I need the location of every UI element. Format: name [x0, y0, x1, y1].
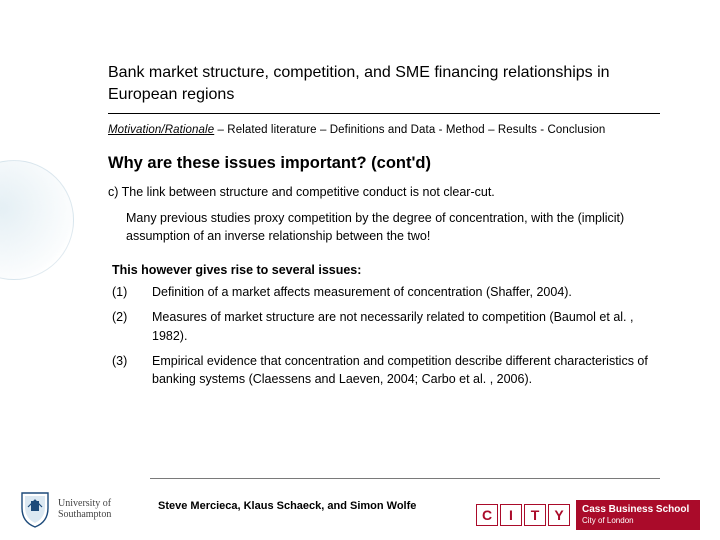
issue-number: (2)	[112, 308, 152, 346]
issue-number: (1)	[112, 283, 152, 302]
breadcrumb-rest: – Related literature – Definitions and D…	[214, 124, 605, 136]
slide-title: Bank market structure, competition, and …	[108, 62, 660, 105]
university-line1: University of	[58, 498, 111, 509]
cass-badge: Cass Business School City of London	[576, 500, 700, 530]
issue-text: Empirical evidence that concentration an…	[152, 352, 660, 390]
list-item: (2) Measures of market structure are not…	[112, 308, 660, 346]
university-line2: Southampton	[58, 509, 111, 520]
university-logo: University of Southampton	[18, 486, 136, 532]
point-c: c) The link between structure and compet…	[108, 185, 660, 199]
title-underline	[108, 113, 660, 114]
city-letter: C	[476, 504, 498, 526]
footer: University of Southampton Steve Mercieca…	[0, 478, 720, 540]
cass-logo: C I T Y Cass Business School City of Lon…	[476, 500, 700, 530]
city-letter: I	[500, 504, 522, 526]
issues-lead: This however gives rise to several issue…	[112, 263, 660, 277]
university-name: University of Southampton	[58, 498, 111, 520]
city-letter-boxes: C I T Y	[476, 504, 570, 526]
subheading: Why are these issues important? (cont'd)	[108, 154, 660, 173]
footer-rule	[150, 478, 660, 479]
content-area: Bank market structure, competition, and …	[0, 0, 720, 389]
list-item: (1) Definition of a market affects measu…	[112, 283, 660, 302]
slide: Bank market structure, competition, and …	[0, 0, 720, 540]
city-letter: T	[524, 504, 546, 526]
crest-icon	[18, 490, 52, 528]
breadcrumb-current: Motivation/Rationale	[108, 124, 214, 136]
authors: Steve Mercieca, Klaus Schaeck, and Simon…	[158, 500, 416, 512]
issue-number: (3)	[112, 352, 152, 390]
issues-list: (1) Definition of a market affects measu…	[112, 283, 660, 389]
body-paragraph: Many previous studies proxy competition …	[126, 209, 660, 245]
cass-line2: City of London	[582, 517, 700, 525]
city-letter: Y	[548, 504, 570, 526]
list-item: (3) Empirical evidence that concentratio…	[112, 352, 660, 390]
breadcrumb: Motivation/Rationale – Related literatur…	[108, 124, 660, 136]
issue-text: Measures of market structure are not nec…	[152, 308, 660, 346]
cass-line1: Cass Business School	[582, 505, 700, 515]
issue-text: Definition of a market affects measureme…	[152, 283, 660, 302]
